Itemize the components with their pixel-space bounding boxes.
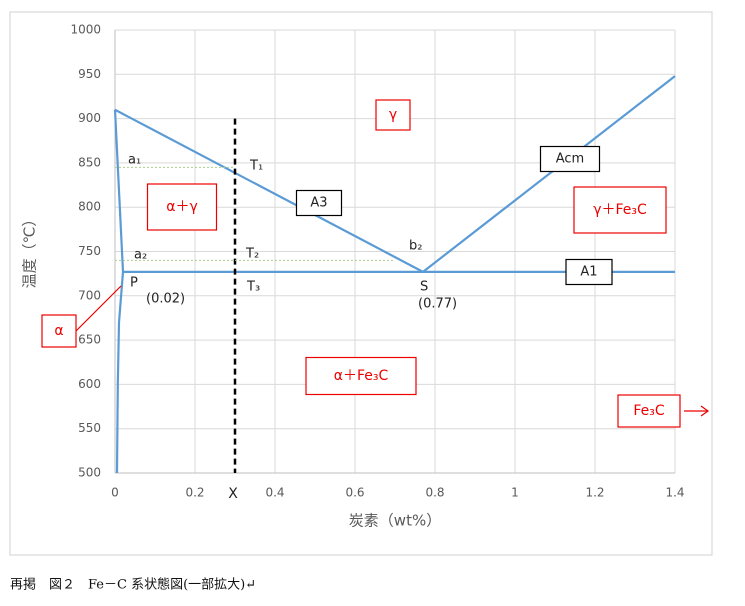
phase-line bbox=[114, 108, 424, 273]
annotation: α bbox=[54, 323, 63, 339]
arrow-head bbox=[700, 405, 710, 417]
annotation: γ bbox=[389, 107, 397, 123]
y-tick-label: 650 bbox=[78, 333, 101, 347]
y-axis-title: 温度（℃） bbox=[21, 212, 39, 289]
annotation: α＋Fe₃C bbox=[334, 368, 389, 384]
y-tick-label: 800 bbox=[78, 200, 101, 214]
x-tick-label: 0 bbox=[111, 486, 119, 500]
x-axis-title: 炭素（wt%） bbox=[349, 512, 441, 530]
y-tick-label: 500 bbox=[78, 466, 101, 480]
annotation: Acm bbox=[556, 152, 584, 167]
annotation: X bbox=[228, 486, 238, 502]
annotation: a₂ bbox=[134, 248, 147, 263]
annotation: α＋γ bbox=[166, 199, 198, 215]
annotation: a₁ bbox=[128, 153, 141, 168]
annotation: b₂ bbox=[409, 239, 422, 254]
y-tick-label: 600 bbox=[78, 377, 101, 391]
label-box bbox=[305, 356, 417, 396]
x-tick-label: 0.8 bbox=[425, 486, 444, 500]
annotation: P bbox=[130, 276, 138, 291]
label-box bbox=[375, 99, 411, 131]
y-tick-label: 850 bbox=[78, 155, 101, 169]
y-tick-label: 750 bbox=[78, 244, 101, 258]
label-box bbox=[573, 186, 667, 234]
y-tick-label: 950 bbox=[78, 67, 101, 81]
y-tick-label: 550 bbox=[78, 421, 101, 435]
label-box bbox=[41, 314, 77, 348]
x-tick-label: 0.2 bbox=[185, 486, 204, 500]
annotation: S bbox=[420, 280, 428, 295]
x-tick-label: 1 bbox=[511, 486, 519, 500]
label-box bbox=[146, 183, 218, 231]
y-tick-label: 1000 bbox=[70, 23, 101, 37]
annotation: A3 bbox=[310, 196, 327, 211]
phase-line bbox=[422, 75, 676, 273]
annotation: T₂ bbox=[245, 247, 259, 262]
x-tick-label: 0.4 bbox=[265, 486, 284, 500]
label-box bbox=[617, 394, 681, 428]
annotation: A1 bbox=[580, 265, 597, 280]
annotation: T₁ bbox=[249, 159, 263, 174]
chart-frame bbox=[9, 11, 713, 556]
y-tick-label: 900 bbox=[78, 111, 101, 125]
y-tick-label: 700 bbox=[78, 288, 101, 302]
x-tick-label: 1.4 bbox=[665, 486, 684, 500]
label-box bbox=[565, 258, 613, 286]
label-box bbox=[539, 145, 601, 173]
annotation: Fe₃C bbox=[633, 403, 665, 419]
label-box bbox=[295, 189, 343, 217]
x-tick-label: 0.6 bbox=[345, 486, 364, 500]
annotation: (0.02) bbox=[146, 292, 185, 307]
caption: 再掲 図２ Fe－C 系状態図(一部拡大)↵ bbox=[10, 577, 256, 593]
phase-line bbox=[113, 109, 125, 474]
arrow bbox=[75, 285, 122, 332]
annotation: T₃ bbox=[246, 280, 260, 295]
annotation: (0.77) bbox=[418, 297, 457, 312]
x-tick-label: 1.2 bbox=[585, 486, 604, 500]
annotation: γ＋Fe₃C bbox=[593, 202, 647, 218]
